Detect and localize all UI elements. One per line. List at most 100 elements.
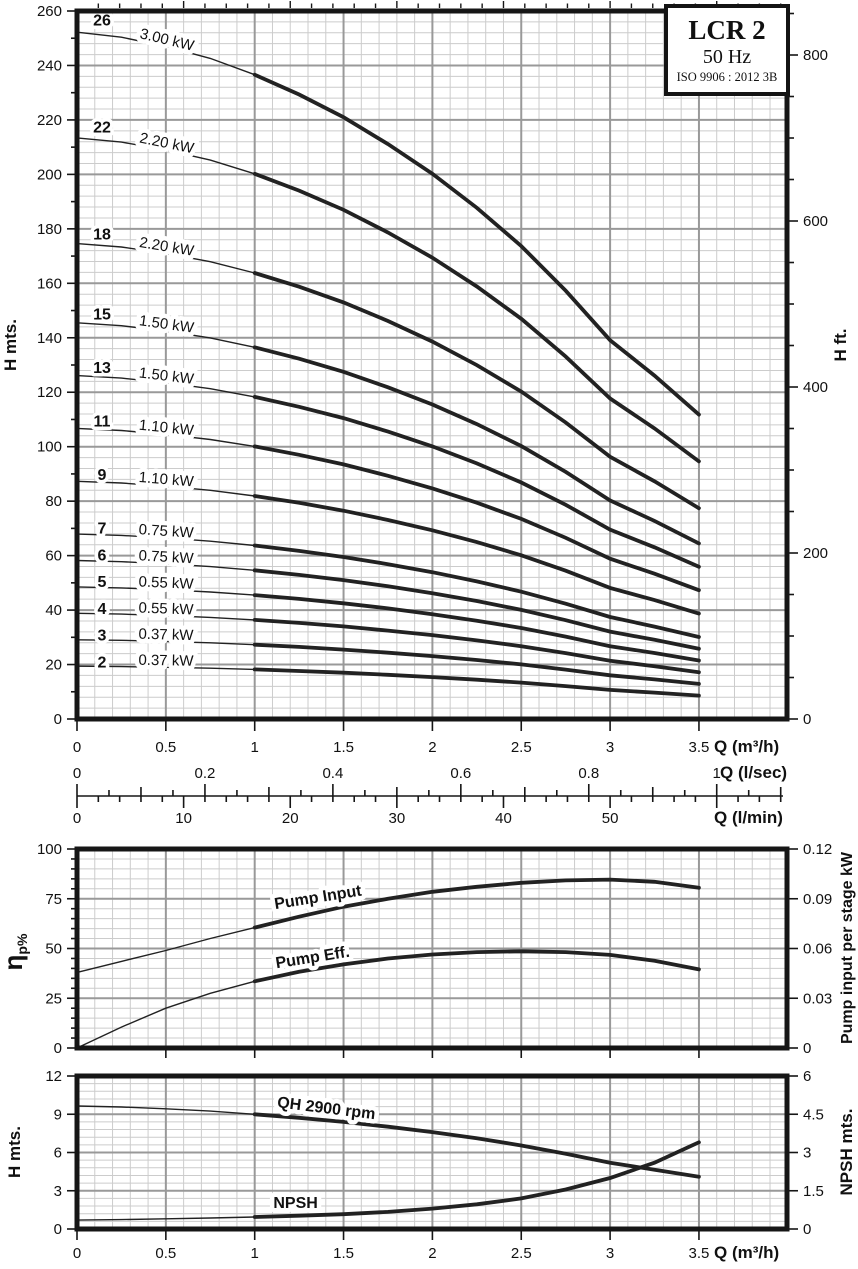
curve-thick <box>252 1112 701 1179</box>
q-m3h-tick-label: 3 <box>606 1245 614 1262</box>
curve-thick <box>252 618 701 675</box>
stage-power-label: 0.55 kW <box>138 600 194 619</box>
curve-thin <box>76 322 255 348</box>
efficiency-axes: 0 25 50 75 100 0 0.03 0.06 0.09 0.12 ηp% Pump input… <box>0 841 856 1058</box>
h-ft-tick-label: 400 <box>803 379 828 396</box>
h-mts-tick-label: 140 <box>37 330 62 347</box>
q-m3h-tick-label: 1 <box>251 739 259 756</box>
stage-power-label: 2.20 kW <box>138 130 196 158</box>
curve-thick <box>252 171 701 464</box>
q-m3h-tick-label: 1 <box>251 1245 259 1262</box>
q-m3h-tick-label: 3.5 <box>689 739 710 756</box>
curve-thin <box>76 374 255 398</box>
pump-model: LCR 2 <box>688 15 766 45</box>
eta-tick-label: 75 <box>45 891 62 908</box>
grid <box>77 849 787 1048</box>
q-m3h-tick-label: 0 <box>73 1245 81 1262</box>
kw-tick-label: 0 <box>803 1040 811 1057</box>
q-lmin-tick-label: 50 <box>602 810 619 827</box>
h-mts-tick-label: 160 <box>37 275 62 292</box>
curve-thick <box>252 271 701 511</box>
q-m3h-tick-label: 3.5 <box>689 1245 710 1262</box>
q-m3h-tick-label: 2 <box>428 739 436 756</box>
npsh-tick-label: 0 <box>803 1221 811 1238</box>
stage-number: 11 <box>94 414 111 431</box>
h-mts-tick-label: 180 <box>37 221 62 238</box>
curve-thick <box>252 494 701 616</box>
curve-thin <box>76 980 255 1049</box>
plot-border <box>74 1073 790 1232</box>
curve-thin <box>76 926 255 974</box>
q-m3h-tick-label: 0 <box>73 739 81 756</box>
kw-tick-label: 0.09 <box>803 891 832 908</box>
npsh-tick-label: 4.5 <box>803 1106 824 1123</box>
curve-thin <box>76 1105 255 1115</box>
h-mts-tick-label: 40 <box>45 602 62 619</box>
q-m3h-axis-title: Q (m³/h) <box>714 1243 779 1262</box>
curve-thin <box>76 586 255 596</box>
plot-border <box>74 8 790 722</box>
main-axes: 0204060801001201401601802002202402600200… <box>1 1 850 756</box>
npsh-label: NPSH <box>273 1195 317 1212</box>
q-lsec-axis-title: Q (l/sec) <box>720 763 787 782</box>
q-m3h-tick-label: 1.5 <box>333 1245 354 1262</box>
curve-thick <box>252 877 701 930</box>
q-lsec-tick-label: 1 <box>713 765 721 782</box>
stage-number: 4 <box>98 601 107 618</box>
stage-number: 26 <box>93 12 111 29</box>
stage-number: 15 <box>93 307 111 324</box>
h-mts-tick-label: 220 <box>37 112 62 129</box>
h-mts-tick-label: 20 <box>45 657 62 674</box>
q-m3h-tick-label: 2.5 <box>511 1245 532 1262</box>
curve-thick <box>252 395 701 569</box>
kw-tick-label: 0.12 <box>803 841 832 858</box>
stage-power-label: 1.10 kW <box>138 469 195 491</box>
q-m3h-tick-label: 0.5 <box>155 739 176 756</box>
pump-frequency: 50 Hz <box>702 46 752 68</box>
qh-npsh-curves <box>76 1105 701 1221</box>
h-mts-tick-label: 60 <box>45 548 62 565</box>
h-mts-tick-label: 240 <box>37 57 62 74</box>
q-lmin-tick-label: 10 <box>175 810 192 827</box>
curve-thin <box>76 665 255 671</box>
h-mts-tick-label: 200 <box>37 166 62 183</box>
kw-tick-label: 0.03 <box>803 990 832 1007</box>
curve-thin <box>76 1216 255 1221</box>
npsh-tick-label: 1.5 <box>803 1183 824 1200</box>
q-m3h-tick-label: 1.5 <box>333 739 354 756</box>
stage-number: 22 <box>93 119 111 136</box>
kw-axis-title: Pump input per stage kW <box>839 851 856 1044</box>
h-ft-tick-label: 0 <box>803 711 811 728</box>
q-lsec-tick-label: 0.6 <box>450 765 471 782</box>
curve-thick <box>252 949 701 984</box>
stage-power-label: 0.75 kW <box>138 521 195 542</box>
q-lsec-tick-label: 0.2 <box>195 765 216 782</box>
h-ft-tick-label: 600 <box>803 213 828 230</box>
h-mts-tick-label: 6 <box>54 1145 62 1162</box>
h-mts-tick-label: 3 <box>54 1183 62 1200</box>
npsh-axis-title: NPSH mts. <box>837 1109 856 1196</box>
h-ft-axis-title: H ft. <box>831 328 850 361</box>
stage-power-label: 0.37 kW <box>138 652 194 670</box>
stage-curves <box>76 31 701 698</box>
curve-thin <box>76 639 255 646</box>
kw-tick-label: 0.06 <box>803 941 832 958</box>
eta-tick-label: 50 <box>45 941 62 958</box>
h-mts-tick-label: 80 <box>45 493 62 510</box>
q-m3h-tick-label: 2.5 <box>511 739 532 756</box>
stage-number: 5 <box>98 574 107 591</box>
test-standard: ISO 9906 : 2012 3B <box>676 70 778 84</box>
h-ft-tick-label: 800 <box>803 47 828 64</box>
plot-border <box>74 846 790 1051</box>
h-mts-axis-title: H mts. <box>5 1126 24 1178</box>
q-lmin-axis-title: Q (l/min) <box>714 808 783 827</box>
stage-power-label: 0.75 kW <box>138 547 195 567</box>
h-mts-tick-label: 0 <box>54 1221 62 1238</box>
q-lsec-tick-label: 0.4 <box>322 765 343 782</box>
eta-tick-label: 0 <box>54 1040 62 1057</box>
h-mts-tick-label: 12 <box>45 1068 62 1085</box>
curve-thin <box>76 559 255 571</box>
h-mts-tick-label: 120 <box>37 384 62 401</box>
